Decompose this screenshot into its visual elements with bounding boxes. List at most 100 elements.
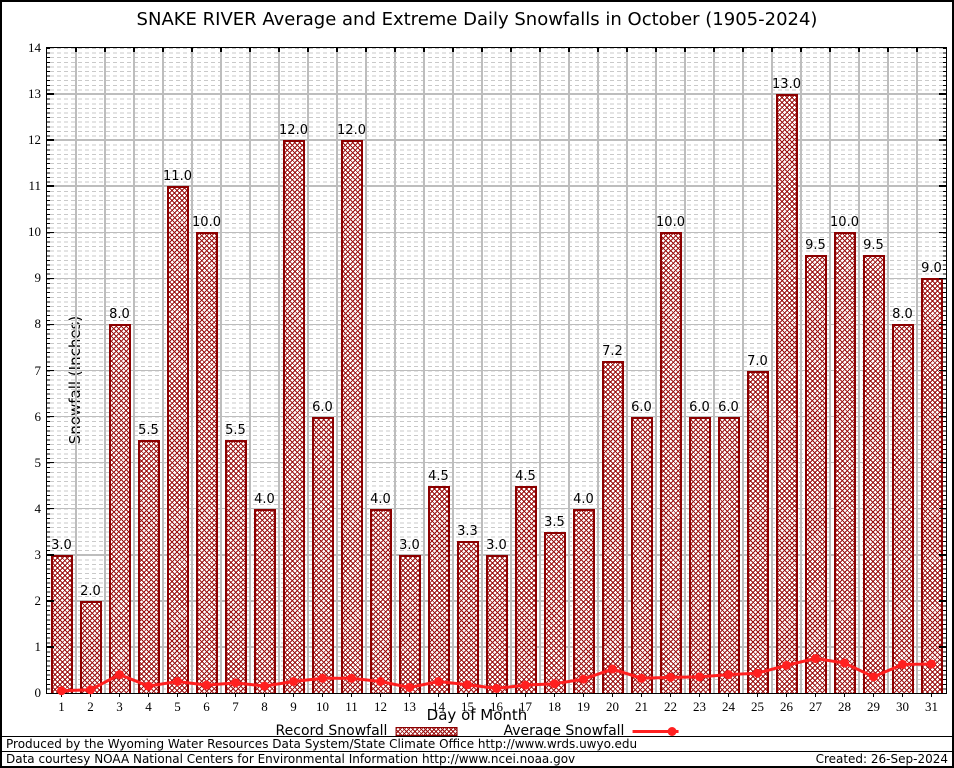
- footer-line-1: Produced by the Wyoming Water Resources …: [6, 737, 638, 751]
- record-snowfall-bar: [601, 361, 624, 693]
- y-tick-label: 10: [28, 224, 41, 240]
- x-axis-tick: [205, 693, 208, 697]
- average-data-point: [869, 672, 878, 682]
- x-axis-tick: [727, 693, 730, 697]
- x-axis-top-tick: [597, 48, 599, 52]
- x-axis-tick: [89, 693, 92, 697]
- x-tick-label: 19: [577, 699, 590, 714]
- footer-line-2: Data courtesy NOAA National Centers for …: [2, 751, 952, 766]
- bar-value-label: 9.5: [863, 238, 884, 254]
- footer: Produced by the Wyoming Water Resources …: [2, 736, 952, 766]
- average-data-point: [782, 660, 791, 670]
- x-axis-tick: [756, 693, 759, 697]
- bar-value-label: 10.0: [192, 215, 221, 231]
- bar-value-label: 4.5: [428, 468, 449, 484]
- record-snowfall-bar: [369, 508, 392, 693]
- record-snowfall-bar: [340, 140, 363, 693]
- y-axis-major-tick: [939, 507, 946, 510]
- x-tick-label: 5: [174, 699, 181, 714]
- gridline-horizontal: [47, 369, 946, 372]
- x-tick-label: 17: [519, 699, 532, 714]
- y-axis-major-tick: [47, 323, 54, 326]
- record-snowfall-swatch-icon: [395, 726, 458, 736]
- y-axis-major-tick: [939, 554, 946, 556]
- y-axis-major-tick: [939, 231, 946, 234]
- x-axis-top-tick: [423, 48, 425, 52]
- x-tick-label: 29: [867, 699, 880, 714]
- chart-title: SNAKE RIVER Average and Extreme Daily Sn…: [136, 9, 818, 30]
- average-snowfall-line: [57, 653, 936, 696]
- record-snowfall-bar: [166, 186, 189, 693]
- average-data-point: [318, 673, 327, 683]
- gridline-horizontal: [47, 93, 946, 95]
- x-tick-label: 3: [116, 699, 123, 714]
- bar-value-label: 4.0: [573, 491, 594, 507]
- bar-value-label: 8.0: [892, 307, 913, 323]
- y-axis-major-tick: [939, 277, 946, 280]
- x-tick-label: 14: [432, 699, 445, 714]
- bar-value-label: 13.0: [772, 77, 801, 93]
- gridline-horizontal: [47, 277, 946, 280]
- record-snowfall-bar: [253, 508, 276, 693]
- bar-value-label: 4.0: [254, 491, 275, 507]
- x-tick-label: 25: [751, 699, 764, 714]
- y-axis-major-tick: [47, 507, 54, 510]
- x-axis-tick: [437, 693, 440, 697]
- record-snowfall-bar: [891, 324, 914, 693]
- x-axis-top-tick: [249, 48, 251, 52]
- average-data-point: [144, 681, 153, 691]
- bar-value-label: 6.0: [689, 399, 710, 415]
- y-tick-label: 8: [34, 316, 42, 332]
- record-snowfall-bar: [630, 416, 653, 693]
- bar-value-label: 6.0: [718, 399, 739, 415]
- x-tick-label: 28: [838, 699, 851, 714]
- gridline-horizontal: [47, 231, 946, 234]
- x-tick-label: 8: [261, 699, 268, 714]
- average-data-point: [260, 681, 269, 691]
- x-tick-label: 26: [780, 699, 793, 714]
- y-axis-major-tick: [47, 185, 54, 187]
- y-tick-label: 0: [34, 685, 42, 700]
- x-tick-label: 23: [693, 699, 706, 714]
- x-axis-top-tick: [916, 48, 918, 52]
- bar-value-label: 3.0: [51, 537, 72, 553]
- x-axis-tick: [640, 693, 643, 697]
- footer-data-courtesy: Data courtesy NOAA National Centers for …: [6, 752, 576, 766]
- y-tick-label: 11: [28, 178, 41, 194]
- average-data-point: [927, 659, 936, 669]
- average-data-point: [463, 680, 472, 690]
- record-snowfall-bar: [485, 554, 508, 693]
- average-data-point: [405, 682, 414, 692]
- x-axis-top-tick: [307, 48, 309, 52]
- x-tick-label: 6: [203, 699, 210, 714]
- x-axis-tick: [553, 693, 556, 697]
- average-data-point: [492, 683, 501, 693]
- y-axis-major-tick: [47, 600, 54, 602]
- legend-record-label: Record Snowfall: [275, 723, 388, 739]
- x-axis-top-tick: [742, 48, 744, 52]
- x-axis-top-tick: [365, 48, 367, 52]
- y-tick-label: 1: [34, 638, 42, 654]
- bar-value-label: 12.0: [337, 123, 366, 139]
- gridline-horizontal: [47, 185, 946, 187]
- x-axis-top-tick: [858, 48, 860, 52]
- x-axis-top-tick: [278, 48, 280, 52]
- average-data-point: [57, 686, 66, 696]
- bar-value-label: 11.0: [163, 169, 192, 185]
- x-tick-label: 10: [316, 699, 329, 714]
- y-tick-label: 7: [34, 362, 42, 378]
- x-axis-tick: [785, 693, 788, 697]
- y-tick-label: 4: [34, 500, 42, 516]
- y-axis-major-tick: [939, 369, 946, 372]
- x-axis-top-tick: [220, 48, 222, 52]
- y-axis-major-tick: [47, 93, 54, 95]
- average-data-point: [724, 670, 733, 680]
- x-axis-tick: [118, 693, 121, 697]
- gridline-horizontal: [47, 323, 946, 326]
- x-axis-tick: [176, 693, 179, 697]
- record-snowfall-bar: [427, 485, 450, 693]
- record-snowfall-bar: [717, 416, 740, 693]
- x-axis-top-tick: [394, 48, 396, 52]
- record-snowfall-bar: [572, 508, 595, 693]
